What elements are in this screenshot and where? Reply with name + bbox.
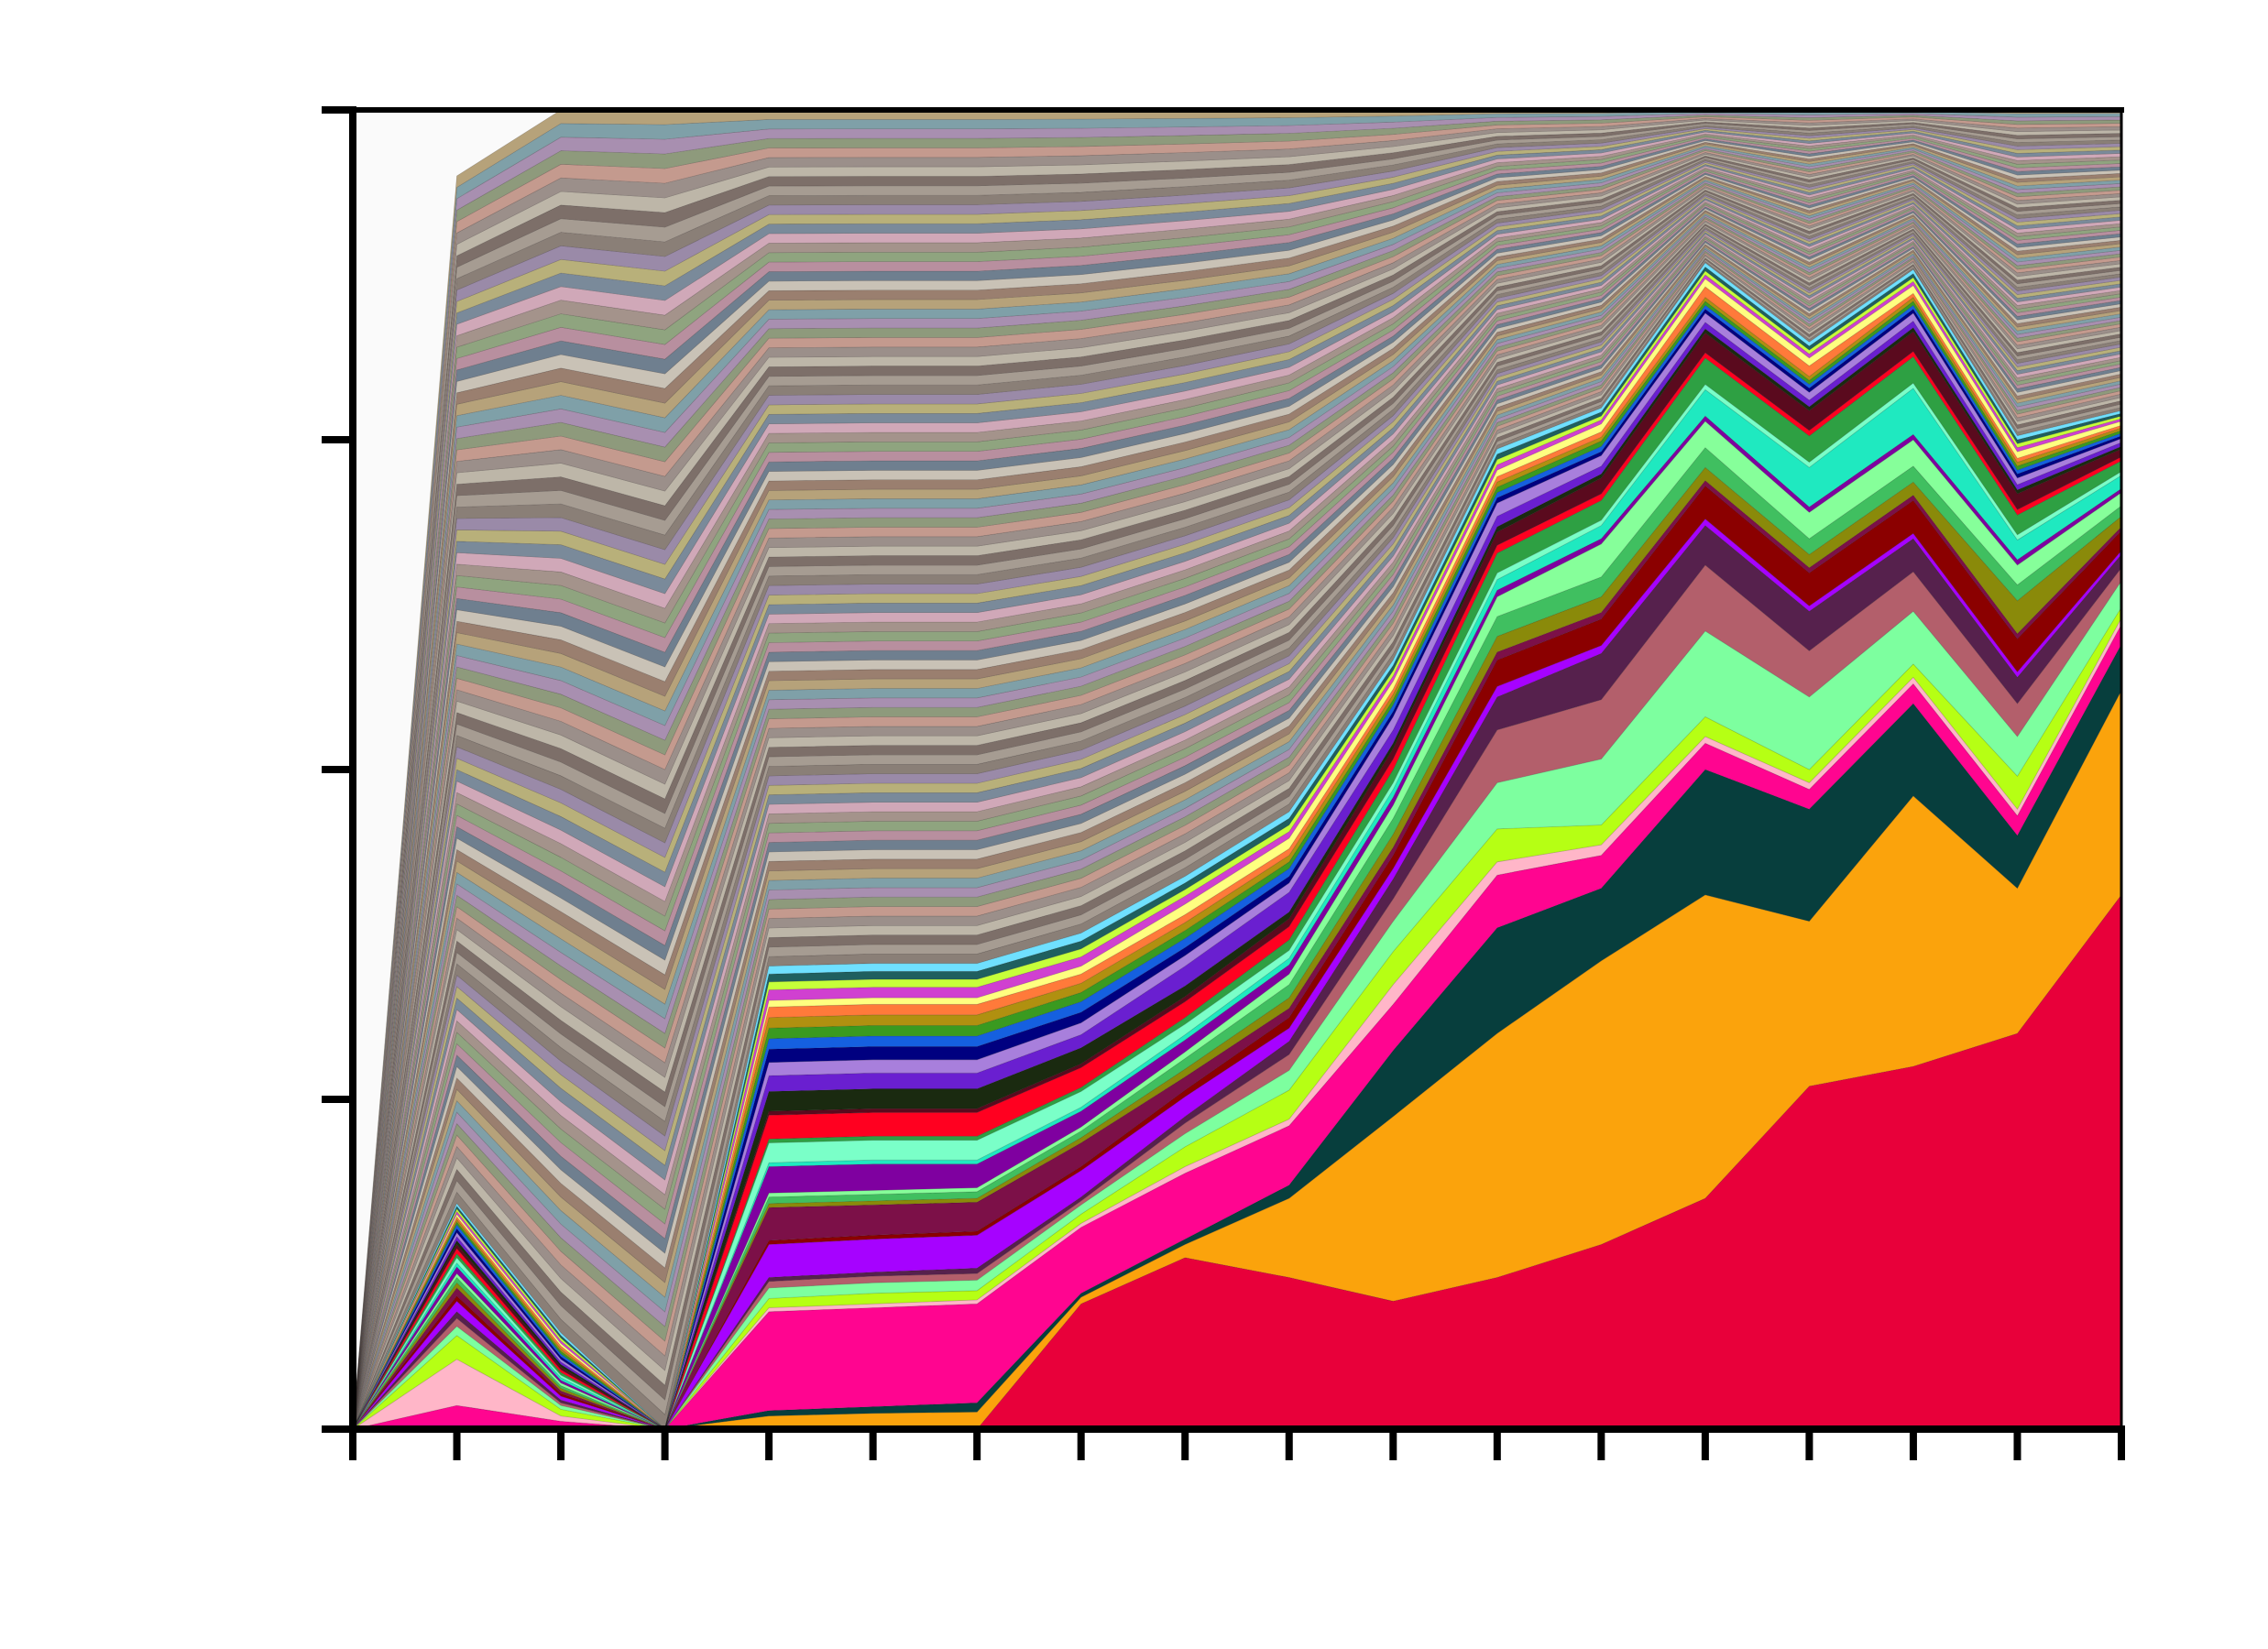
axes (322, 106, 2125, 1460)
